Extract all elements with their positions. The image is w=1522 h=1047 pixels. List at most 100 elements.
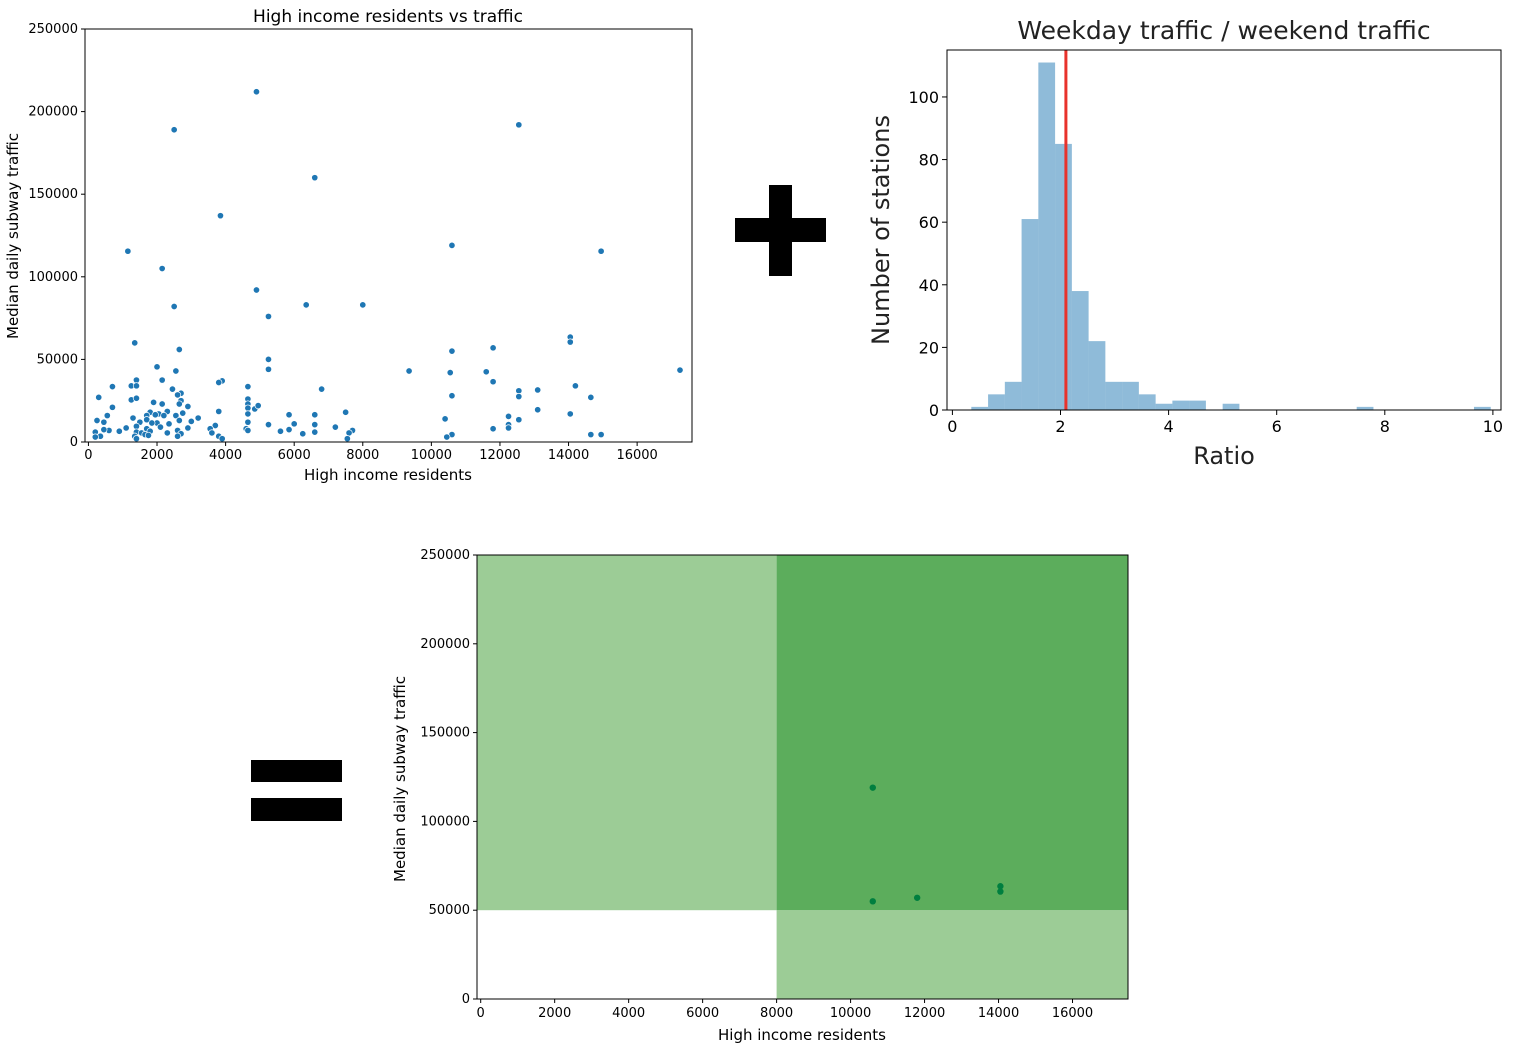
histogram-bar: [1356, 406, 1374, 410]
data-point: [571, 382, 579, 390]
data-point: [443, 433, 451, 441]
data-point: [913, 894, 921, 901]
data-point: [216, 212, 225, 220]
histogram-bar: [1222, 403, 1240, 410]
scatter-chart-high-income-high-traffic: 0 2000 4000 6000 8000 10000 12000 14000 16000 0 5…: [391, 548, 1129, 1044]
y-tick-label: 100000: [28, 270, 78, 285]
x-axis-label: High income residents: [304, 466, 472, 484]
data-point: [244, 410, 252, 418]
data-point: [566, 410, 574, 418]
data-point: [244, 383, 252, 391]
plot-frame: [84, 28, 693, 443]
data-point: [597, 431, 605, 439]
data-point: [311, 174, 319, 182]
data-point: [997, 883, 1004, 890]
highlight-region: [477, 555, 777, 911]
y-axis-label: Median daily subway traffic: [4, 133, 22, 339]
data-point: [170, 126, 178, 134]
histogram-weekday-weekend-ratio: Weekday traffic / weekend traffic 0 2 4 6 8 1…: [867, 16, 1503, 470]
histogram-bar: [1004, 381, 1022, 410]
data-point: [448, 392, 456, 400]
data-point: [252, 88, 261, 96]
x-tick-label: 4: [1164, 417, 1174, 436]
histogram-bar: [1122, 381, 1139, 410]
x-tick-label: 14000: [548, 448, 589, 463]
data-point: [299, 430, 307, 438]
data-point: [158, 400, 166, 408]
y-tick-label: 0: [462, 992, 470, 1007]
data-point: [515, 416, 523, 424]
y-tick-label: 40: [919, 276, 939, 295]
data-point: [175, 416, 183, 425]
data-point: [244, 418, 252, 426]
equals-sign: [251, 760, 342, 821]
data-point: [489, 378, 497, 386]
data-point: [91, 433, 99, 441]
data-point: [441, 415, 449, 423]
data-point: [290, 420, 298, 428]
data-point: [172, 412, 180, 420]
data-point: [108, 403, 116, 411]
data-point: [115, 427, 123, 435]
data-point: [170, 302, 178, 311]
data-point: [122, 424, 130, 432]
data-point: [143, 416, 151, 424]
y-tick-label: 0: [929, 401, 939, 420]
x-tick-label: 4000: [209, 448, 242, 463]
data-point: [345, 429, 353, 437]
data-point: [163, 429, 171, 437]
data-point: [179, 409, 187, 417]
x-tick-label: 4000: [612, 1006, 645, 1021]
data-point: [211, 421, 219, 430]
histogram-bar: [988, 394, 1005, 410]
data-point: [218, 435, 226, 443]
data-point: [151, 411, 159, 419]
data-point: [100, 418, 108, 426]
data-point: [285, 411, 293, 419]
data-point: [311, 428, 319, 436]
data-point: [252, 286, 261, 294]
data-point: [129, 414, 137, 422]
data-point: [489, 425, 497, 433]
data-point: [482, 368, 490, 376]
x-tick-label: 10: [1483, 417, 1503, 436]
y-tick-label: 50000: [37, 352, 78, 367]
chart-title: Weekday traffic / weekend traffic: [1017, 16, 1430, 45]
y-tick-label: 60: [919, 213, 939, 232]
data-point: [264, 312, 273, 320]
data-point: [515, 393, 523, 401]
data-point: [276, 427, 285, 435]
data-point: [215, 378, 223, 387]
data-point: [156, 423, 164, 431]
data-point: [359, 301, 367, 309]
x-tick-label: 0: [947, 417, 957, 436]
data-point: [144, 431, 152, 439]
data-point: [264, 355, 273, 363]
highlight-region: [776, 555, 1128, 911]
data-point: [95, 393, 103, 401]
data-point: [184, 424, 192, 432]
data-point: [175, 345, 183, 354]
x-tick-label: 0: [477, 1006, 485, 1021]
histogram-bar: [1189, 400, 1206, 410]
y-tick-label: 0: [70, 435, 78, 450]
y-tick-label: 150000: [28, 187, 78, 202]
histogram-bar: [1071, 291, 1089, 410]
y-tick-label: 100: [908, 88, 939, 107]
data-point: [597, 247, 605, 255]
data-point: [148, 419, 156, 427]
data-point: [311, 411, 319, 419]
data-point: [342, 408, 350, 416]
x-tick-label: 6000: [278, 448, 311, 463]
data-point: [184, 402, 192, 411]
x-tick-label: 16000: [616, 448, 657, 463]
data-point: [160, 412, 168, 420]
histogram-bar: [1088, 341, 1106, 410]
data-point: [869, 784, 876, 791]
data-point: [264, 421, 273, 429]
chart-title: High income residents vs traffic: [253, 7, 523, 27]
data-point: [504, 412, 513, 420]
histogram-bar: [1138, 394, 1156, 410]
data-point: [158, 376, 166, 384]
data-point: [869, 898, 876, 905]
